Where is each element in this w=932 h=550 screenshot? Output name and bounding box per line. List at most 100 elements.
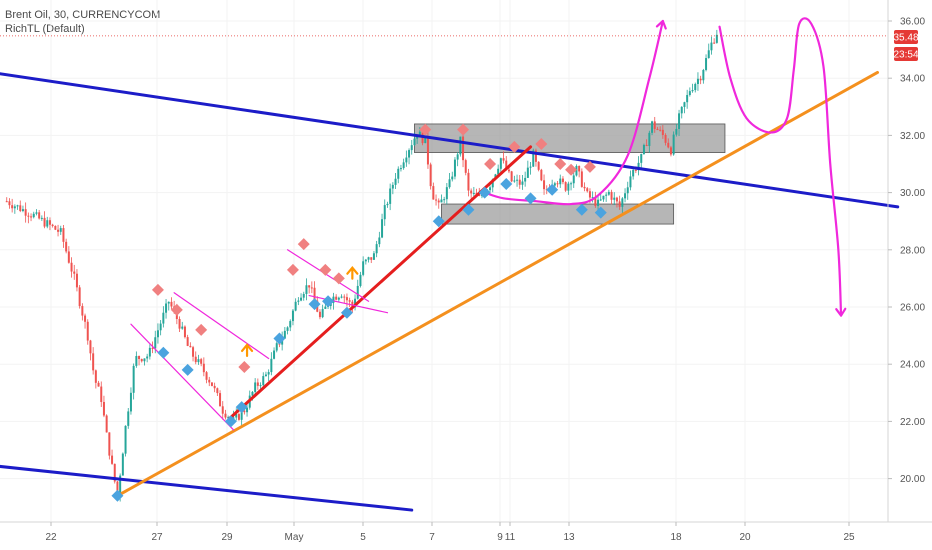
candle [691, 90, 694, 92]
projection-path [718, 17, 843, 317]
candle [27, 215, 30, 217]
time-tick-label: 25 [843, 532, 855, 543]
candle [210, 382, 213, 386]
candle [578, 165, 581, 172]
candle [459, 136, 462, 155]
candle [381, 219, 384, 238]
candle [140, 359, 143, 362]
candle [30, 216, 33, 218]
candle [318, 311, 321, 318]
candle [607, 191, 610, 195]
candle [127, 411, 130, 426]
candle [367, 257, 370, 260]
candle [59, 228, 62, 232]
candle [669, 147, 672, 155]
candle [65, 241, 68, 252]
candle [610, 191, 613, 200]
sell-marker [332, 272, 345, 285]
candle [408, 150, 411, 158]
buy-marker [308, 298, 321, 311]
candle [308, 285, 311, 288]
trend-line [308, 294, 389, 314]
candle [5, 201, 8, 203]
candle [707, 50, 710, 59]
candle [113, 463, 116, 482]
candle [624, 193, 627, 199]
time-tick-label: 13 [563, 532, 575, 543]
candle [472, 192, 475, 194]
candle [67, 251, 70, 263]
candle [43, 217, 46, 227]
time-axis[interactable]: 22 27 29 May 5 7 9 11 13 18 20 25 [45, 522, 855, 543]
candle [540, 169, 543, 181]
candle [213, 385, 216, 389]
candle [648, 132, 651, 146]
price-tags: 35.48 23:54 [893, 30, 919, 61]
candle [321, 308, 324, 318]
trend-line [130, 323, 235, 431]
candle [237, 414, 240, 420]
candle [19, 205, 22, 211]
candle [529, 166, 532, 168]
candle [389, 188, 392, 204]
candle [397, 168, 400, 179]
candle [186, 337, 189, 346]
sell-marker [554, 158, 567, 170]
candle [111, 455, 114, 464]
candle [208, 379, 211, 383]
candle [686, 94, 689, 103]
last-price-tag-bg [894, 30, 918, 44]
candle [240, 410, 243, 420]
price-tick-label: 30.00 [900, 188, 925, 199]
buy-marker [575, 203, 588, 216]
candle [148, 347, 151, 357]
candle [405, 157, 408, 163]
price-tick-label: 34.00 [900, 74, 925, 85]
candle [273, 350, 276, 359]
candle [84, 315, 87, 322]
candle [678, 113, 681, 129]
candle [16, 205, 19, 207]
candle [378, 237, 381, 245]
buy-marker [432, 215, 445, 228]
candle [462, 136, 465, 161]
symbol-title[interactable]: Brent Oil, 30, CURRENCYCOM [5, 9, 161, 21]
candle [40, 217, 43, 219]
candle [645, 144, 648, 146]
candle [345, 297, 348, 301]
candle [586, 188, 589, 192]
sell-marker [535, 137, 548, 150]
price-axis[interactable]: 20.00 22.00 24.00 26.00 28.00 30.00 32.00 34.00… [0, 0, 932, 523]
trend-lines [0, 70, 900, 512]
candle [435, 199, 438, 201]
candle [570, 183, 573, 185]
candle [613, 197, 616, 200]
indicator-label[interactable]: RichTL (Default) [5, 23, 85, 35]
sell-marker [419, 123, 432, 136]
candle [348, 300, 351, 302]
countdown-tag-bg [894, 47, 918, 61]
time-tick-label: 22 [45, 532, 57, 543]
candle [518, 179, 521, 185]
candle [683, 102, 686, 107]
time-tick-label: 7 [429, 532, 435, 543]
candle [232, 417, 235, 419]
candle [181, 326, 184, 329]
candle [448, 179, 451, 188]
candle [713, 42, 716, 44]
candle [556, 183, 559, 185]
candle [445, 187, 448, 200]
candle [629, 176, 632, 188]
time-tick-label: May [285, 532, 304, 543]
candle [356, 285, 359, 299]
candle [467, 172, 470, 191]
projection-arrowhead [835, 307, 847, 317]
candle [489, 187, 492, 191]
candle [564, 182, 567, 191]
time-tick-label: 29 [221, 532, 233, 543]
candle [205, 372, 208, 380]
time-tick-label: 9 [497, 532, 503, 543]
candle [437, 200, 440, 203]
last-price-tag: 35.48 [893, 33, 918, 44]
